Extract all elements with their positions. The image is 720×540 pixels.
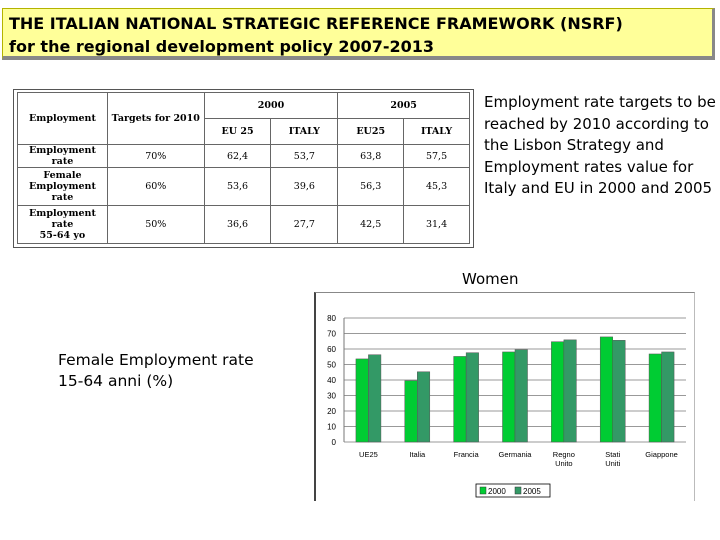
row-label-line: Female bbox=[43, 170, 82, 181]
cell-value: 31,4 bbox=[403, 205, 470, 244]
cell-value: 63,8 bbox=[337, 144, 405, 168]
y-tick-label: 80 bbox=[327, 314, 336, 323]
cell-value: 36,6 bbox=[203, 205, 272, 244]
legend-label: 2005 bbox=[523, 487, 541, 496]
chart-heading-women: Women bbox=[462, 270, 519, 288]
y-tick-label: 10 bbox=[327, 423, 336, 432]
bar-2000 bbox=[599, 336, 613, 443]
row-label-employment-rate: Employment rate bbox=[17, 144, 108, 168]
y-tick-label: 20 bbox=[327, 407, 336, 416]
x-tick-label: Francia bbox=[454, 450, 480, 459]
cell-target: 50% bbox=[106, 205, 205, 244]
female-label-line-2: 15-64 anni (%) bbox=[58, 372, 174, 390]
cell-value: 62,4 bbox=[203, 144, 272, 168]
bar-2000 bbox=[502, 351, 516, 443]
header-italy-2000: ITALY bbox=[270, 118, 339, 145]
title-box: THE ITALIAN NATIONAL STRATEGIC REFERENCE… bbox=[2, 8, 715, 60]
x-tick-label: Germania bbox=[499, 450, 533, 459]
bar-2000 bbox=[404, 380, 418, 443]
row-label-older-employment: Employment rate 55-64 yo bbox=[17, 205, 108, 244]
employment-table-frame: Employment Targets for 2010 2000 2005 EU… bbox=[13, 89, 474, 248]
female-employment-chart: 0 10 20 30 40 50 60 70 80 UE25 Italia Francia German… bbox=[327, 314, 686, 498]
bar-2005 bbox=[417, 371, 431, 443]
bar-2000 bbox=[551, 341, 565, 443]
cell-value: 39,6 bbox=[270, 167, 339, 206]
chart-frame bbox=[314, 292, 695, 501]
cell-value: 53,7 bbox=[270, 144, 339, 168]
cell-value: 45,3 bbox=[403, 167, 470, 206]
cell-target: 70% bbox=[106, 144, 205, 168]
y-tick-label: 70 bbox=[327, 330, 336, 339]
y-tick-label: 0 bbox=[332, 438, 337, 447]
legend-box bbox=[475, 483, 551, 498]
header-2000: 2000 bbox=[203, 92, 339, 119]
female-label-line-1: Female Employment rate bbox=[58, 351, 254, 369]
header-italy-2005: ITALY bbox=[403, 118, 470, 145]
row-label-line: Employment rate bbox=[29, 181, 96, 203]
x-tick-label: Stati Uniti bbox=[605, 450, 620, 468]
header-eu25-2000: EU 25 bbox=[203, 118, 272, 145]
title-line-2: for the regional development policy 2007… bbox=[9, 37, 435, 56]
legend-swatch bbox=[514, 486, 522, 495]
header-eu25-2005: EU25 bbox=[337, 118, 405, 145]
female-employment-label: Female Employment rate 15-64 anni (%) bbox=[58, 350, 254, 392]
bar-2000 bbox=[453, 356, 467, 443]
y-tick-label: 50 bbox=[327, 361, 336, 370]
header-employment: Employment bbox=[17, 92, 108, 145]
x-tick-label: Giappone bbox=[645, 450, 678, 459]
bar-2000 bbox=[648, 353, 662, 443]
bar-2005 bbox=[661, 351, 675, 443]
employment-table: Employment Targets for 2010 2000 2005 EU… bbox=[17, 92, 470, 244]
header-2005: 2005 bbox=[337, 92, 470, 119]
title-line-1: THE ITALIAN NATIONAL STRATEGIC REFERENCE… bbox=[9, 14, 623, 33]
cell-value: 42,5 bbox=[337, 205, 405, 244]
y-tick-label: 40 bbox=[327, 376, 336, 385]
bar-2005 bbox=[514, 349, 528, 443]
cell-value: 56,3 bbox=[337, 167, 405, 206]
header-targets: Targets for 2010 bbox=[106, 92, 205, 145]
cell-value: 27,7 bbox=[270, 205, 339, 244]
legend-swatch bbox=[479, 486, 487, 495]
side-description: Employment rate targets to be reached by… bbox=[484, 93, 716, 197]
cell-target: 60% bbox=[106, 167, 205, 206]
y-tick-label: 60 bbox=[327, 345, 336, 354]
bar-2005 bbox=[612, 340, 626, 443]
cell-value: 57,5 bbox=[403, 144, 470, 168]
x-tick-label: UE25 bbox=[359, 450, 378, 459]
y-tick-label: 30 bbox=[327, 392, 336, 401]
bar-2005 bbox=[465, 352, 479, 443]
legend-label: 2000 bbox=[488, 487, 506, 496]
cell-value: 53,6 bbox=[203, 167, 272, 206]
row-label-line: Employment rate bbox=[29, 208, 96, 230]
bar-2000 bbox=[355, 358, 369, 443]
bar-2005 bbox=[368, 354, 382, 443]
row-label-female-employment: Female Employment rate bbox=[17, 167, 108, 206]
row-label-line: 55-64 yo bbox=[39, 230, 86, 241]
x-tick-label: Regno Unito bbox=[553, 450, 575, 468]
x-tick-label: Italia bbox=[409, 450, 426, 459]
bar-2005 bbox=[563, 339, 577, 443]
